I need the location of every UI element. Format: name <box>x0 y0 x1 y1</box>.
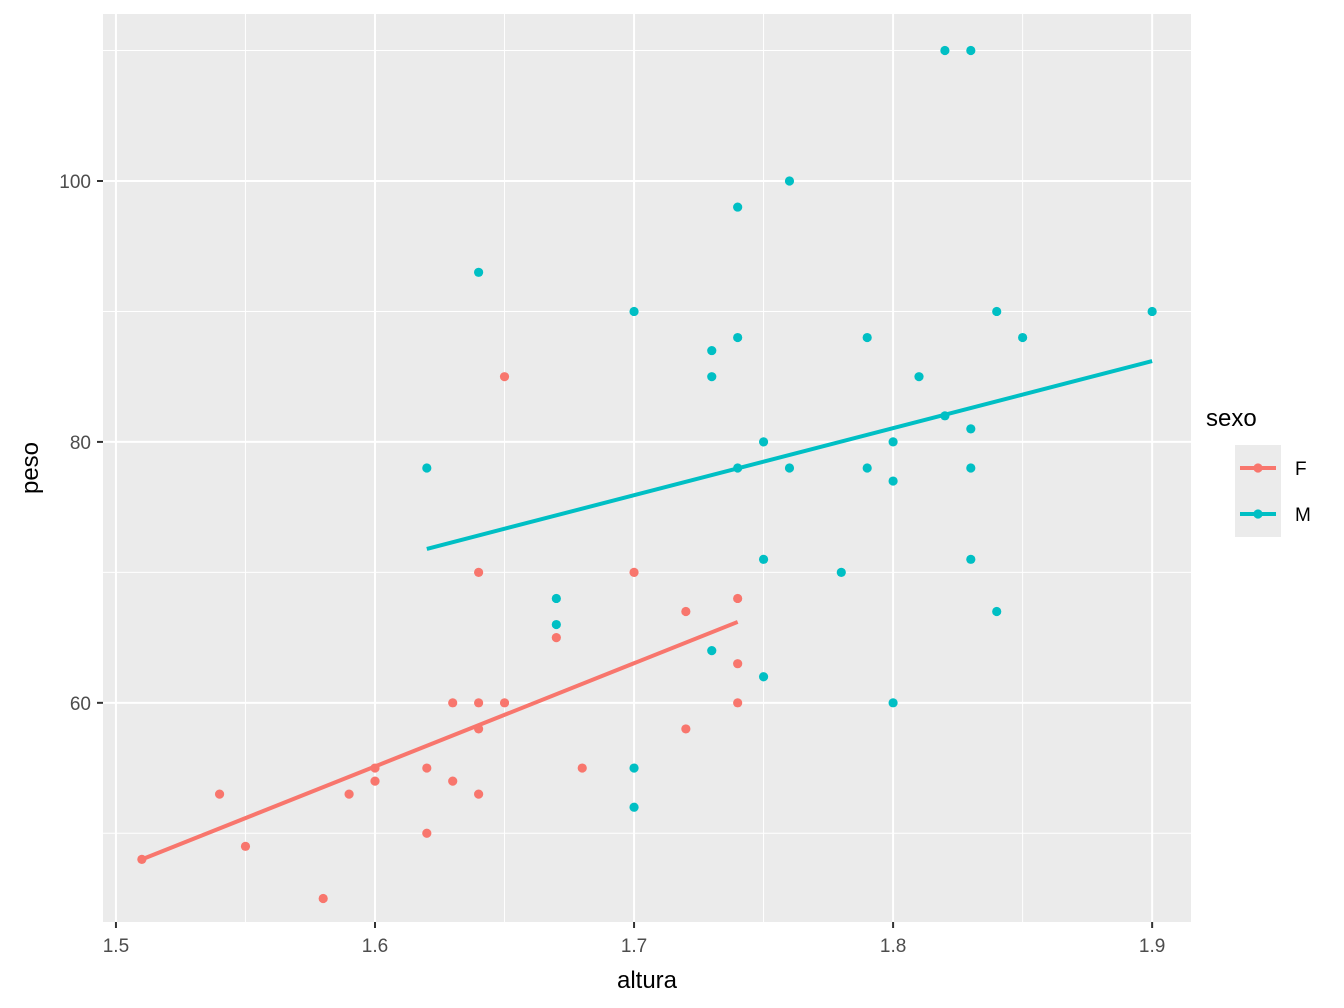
data-point-F <box>629 567 639 577</box>
data-point-F <box>474 698 484 708</box>
data-point-F <box>551 632 561 643</box>
data-point-F <box>344 789 354 799</box>
data-point-M <box>888 437 898 447</box>
data-point-F <box>422 763 432 773</box>
data-point-F <box>474 567 484 577</box>
data-point-M <box>629 763 639 773</box>
legend-point-M <box>1253 509 1263 519</box>
data-point-F <box>214 789 225 799</box>
data-point-M <box>707 646 717 656</box>
data-point-M <box>758 437 769 447</box>
data-point-F <box>577 763 587 773</box>
data-point-M <box>836 567 846 577</box>
data-point-M <box>914 372 924 382</box>
x-tick-label: 1.8 <box>880 936 906 957</box>
legend: sexo F M <box>1206 405 1311 537</box>
data-point-M <box>422 463 432 473</box>
data-point-M <box>758 554 769 564</box>
data-point-F <box>681 606 691 617</box>
regression-line-M <box>426 359 1153 551</box>
data-point-M <box>551 619 561 630</box>
data-point-F <box>733 698 743 708</box>
data-point-F <box>422 828 432 838</box>
regression-lines <box>141 359 1153 862</box>
data-point-F <box>474 724 484 734</box>
data-point-M <box>966 554 976 564</box>
data-point-F <box>733 593 743 604</box>
data-point-M <box>758 672 769 682</box>
data-point-M <box>940 45 950 56</box>
data-point-F <box>318 893 328 904</box>
data-point-M <box>992 606 1002 617</box>
data-point-M <box>966 424 976 434</box>
data-point-M <box>474 267 484 277</box>
data-point-M <box>707 372 717 382</box>
data-point-M <box>940 411 950 421</box>
data-point-M <box>1147 306 1157 317</box>
data-points <box>137 45 1157 904</box>
y-tick-label: 60 <box>70 694 91 715</box>
data-point-F <box>448 698 458 708</box>
y-axis: 60 80 100 <box>59 172 103 715</box>
data-point-F <box>681 724 691 734</box>
data-point-M <box>629 802 639 812</box>
y-axis-title: peso <box>17 442 44 494</box>
x-tick-label: 1.5 <box>103 936 129 957</box>
data-point-M <box>862 463 872 473</box>
data-point-M <box>992 306 1002 317</box>
legend-label-F: F <box>1295 459 1307 480</box>
data-point-M <box>551 593 561 604</box>
data-point-F <box>240 841 251 851</box>
x-tick-label: 1.6 <box>362 936 388 957</box>
minor-gridlines <box>103 14 1191 922</box>
data-point-M <box>888 698 898 708</box>
data-point-M <box>733 463 743 473</box>
legend-title: sexo <box>1206 405 1257 432</box>
data-point-M <box>733 202 743 212</box>
data-point-F <box>370 763 380 773</box>
legend-label-M: M <box>1295 505 1311 526</box>
x-axis-title: altura <box>617 967 678 994</box>
data-point-M <box>1018 332 1028 343</box>
data-point-M <box>888 476 898 486</box>
regression-line-F <box>141 620 739 862</box>
x-tick-label: 1.7 <box>621 936 647 957</box>
y-tick-label: 100 <box>59 172 91 193</box>
plot-panel <box>103 14 1191 922</box>
data-point-F <box>733 659 743 669</box>
x-axis: 1.5 1.6 1.7 1.8 1.9 <box>103 922 1165 957</box>
data-point-M <box>784 463 795 473</box>
data-point-M <box>733 332 743 343</box>
data-point-M <box>629 306 639 317</box>
data-point-F <box>474 789 484 799</box>
data-point-F <box>370 776 380 786</box>
data-point-F <box>499 372 510 382</box>
data-point-F <box>499 698 510 708</box>
y-tick-label: 80 <box>70 433 91 454</box>
data-point-M <box>784 176 795 186</box>
x-tick-label: 1.9 <box>1139 936 1165 957</box>
data-point-M <box>707 345 717 356</box>
data-point-F <box>448 776 458 786</box>
data-point-M <box>966 45 976 56</box>
data-point-M <box>966 463 976 473</box>
legend-point-F <box>1253 463 1263 473</box>
data-point-M <box>862 332 872 343</box>
data-point-F <box>137 854 147 864</box>
